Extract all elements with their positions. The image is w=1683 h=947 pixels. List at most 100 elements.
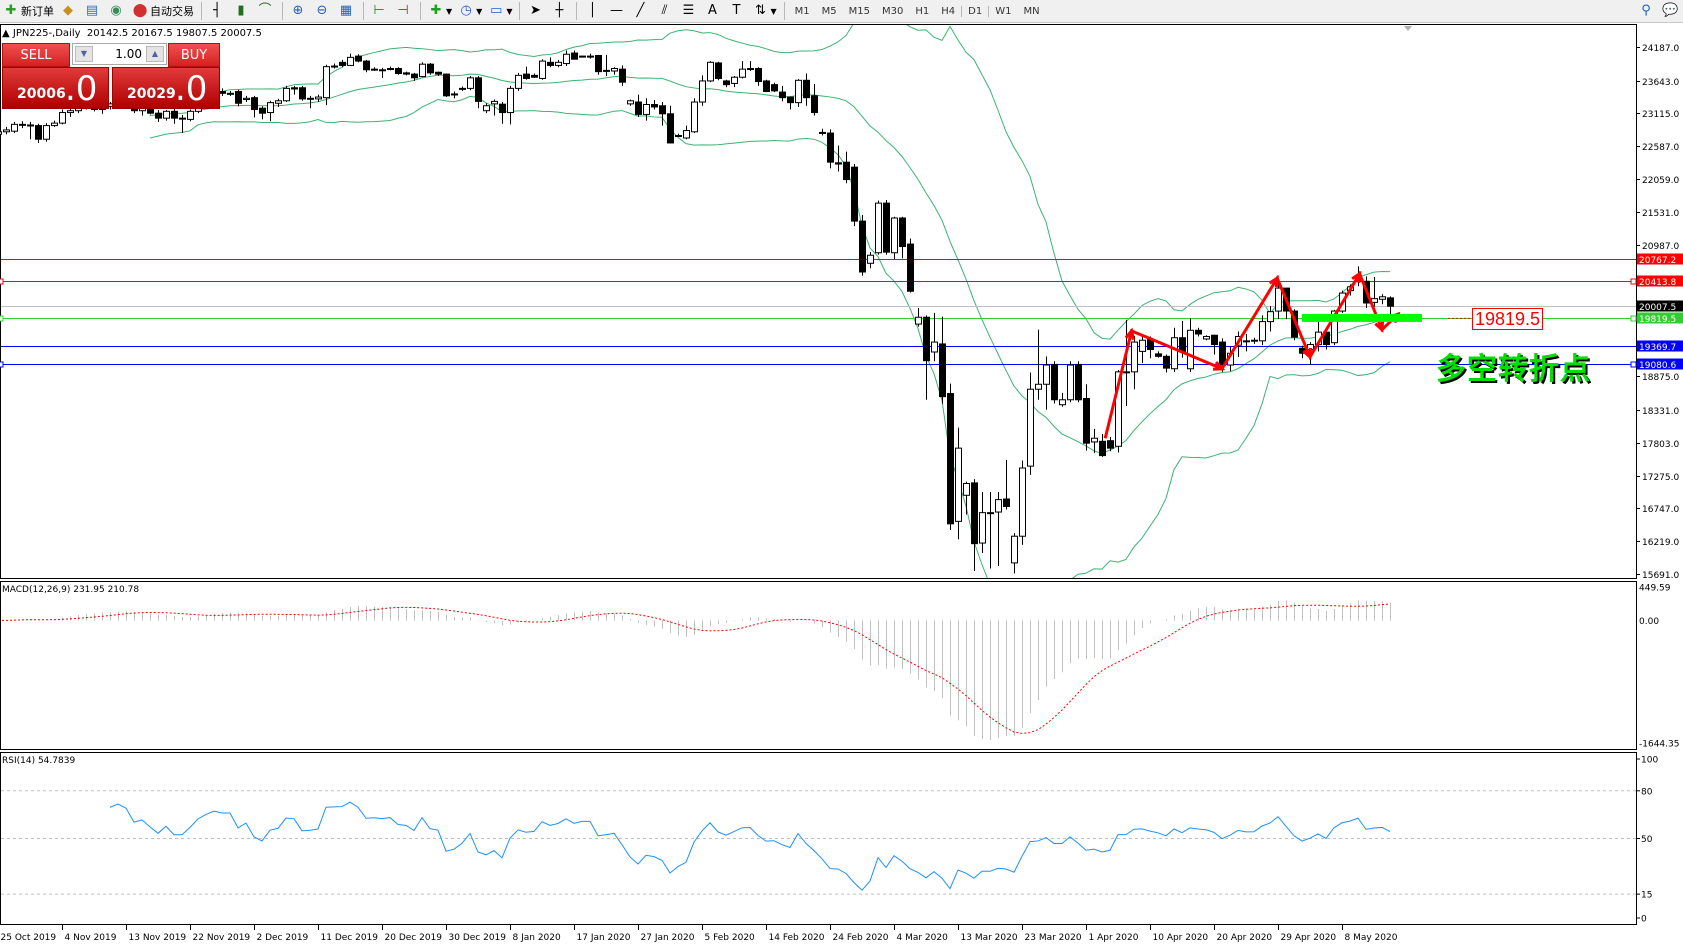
candle-body-bull xyxy=(51,122,58,127)
timeframe-w1[interactable]: W1 xyxy=(995,5,1012,17)
volume-increase-button[interactable]: ▲ xyxy=(146,46,164,62)
text-button[interactable]: A xyxy=(701,1,725,21)
crosshair-button[interactable]: ┼ xyxy=(548,1,572,21)
candle xyxy=(1195,327,1202,337)
auto-trading-button[interactable]: ⬤ 自动交易 xyxy=(129,1,197,21)
volume-value[interactable]: 1.00 xyxy=(115,47,142,61)
candle xyxy=(403,71,410,76)
templates-button[interactable]: ▭ ▼ xyxy=(485,1,515,21)
line-anchor-handle[interactable] xyxy=(1630,315,1637,322)
market-watch-button[interactable]: ▤ xyxy=(81,1,105,21)
chart-shift-button[interactable]: ⊢ xyxy=(368,1,392,21)
volume-input[interactable]: ▼ 1.00 ▲ xyxy=(72,43,167,65)
support-zone-bar[interactable] xyxy=(1302,313,1422,322)
candle-body-bull xyxy=(539,60,546,79)
ohlc-readout: 20142.5 20167.5 19807.5 20007.5 xyxy=(86,28,262,39)
fibonacci-button[interactable]: ☰ xyxy=(677,1,701,21)
bollinger-upper-band xyxy=(149,25,1391,340)
candle xyxy=(491,99,498,116)
candle-body-bear xyxy=(851,166,858,222)
candle-body-bear xyxy=(763,80,770,92)
candle xyxy=(739,61,746,79)
candle-body-bear xyxy=(939,343,946,398)
x-tick-label: 20 Dec 2019 xyxy=(385,933,443,943)
history-button[interactable]: ◆ xyxy=(57,1,81,21)
vertical-line-button[interactable]: │ xyxy=(581,1,605,21)
zoom-in-button[interactable]: ⊕ xyxy=(287,1,311,21)
candle xyxy=(427,62,434,75)
buy-button[interactable]: BUY xyxy=(168,43,220,67)
candle xyxy=(971,479,978,571)
zoom-in-icon: ⊕ xyxy=(292,3,304,18)
tile-windows-button[interactable]: ▦ xyxy=(335,1,359,21)
candle-body-bull xyxy=(731,76,738,84)
timeframe-d1[interactable]: D1 xyxy=(961,5,990,17)
periods-button[interactable]: ◷ ▼ xyxy=(455,1,485,21)
line-anchor-handle[interactable] xyxy=(1630,361,1637,368)
horizontal-line-button[interactable]: — xyxy=(605,1,629,21)
volume-decrease-button[interactable]: ▼ xyxy=(75,46,93,62)
line-anchor-handle[interactable] xyxy=(0,361,4,368)
line-anchor-handle[interactable] xyxy=(0,315,4,322)
signals-button[interactable]: ◉ xyxy=(105,1,129,21)
new-order-button[interactable]: ✚ 新订单 xyxy=(0,1,57,21)
candle xyxy=(67,108,74,117)
candle xyxy=(875,200,882,255)
candle xyxy=(867,252,874,269)
candle xyxy=(35,123,42,143)
autoscroll-button[interactable]: ⊣ xyxy=(392,1,416,21)
zigzag-arrow-path[interactable] xyxy=(1103,270,1400,439)
indicators-button[interactable]: ✚ ▼ xyxy=(425,1,455,21)
level-price-label[interactable]: 19819.5 xyxy=(1472,308,1544,330)
line-anchor-handle[interactable] xyxy=(0,278,4,285)
candle xyxy=(11,121,18,134)
sell-button[interactable]: SELL xyxy=(2,43,70,67)
chart-shift-marker[interactable] xyxy=(1404,26,1412,31)
line-anchor-handle[interactable] xyxy=(1630,278,1637,285)
timeframe-m30[interactable]: M30 xyxy=(881,5,904,17)
arrows-button[interactable]: ⇅ ▼ xyxy=(749,1,779,21)
turning-point-text[interactable]: 多空转折点 xyxy=(1436,352,1591,387)
candle xyxy=(707,61,714,83)
timeframe-m15[interactable]: M15 xyxy=(848,5,870,17)
bar-chart-button[interactable]: ┤ xyxy=(206,1,230,21)
chat-button[interactable]: 💬 xyxy=(1659,1,1683,21)
x-tick-label: 24 Feb 2020 xyxy=(833,933,889,943)
candle-body-bull xyxy=(1067,364,1074,401)
timeframe-m1[interactable]: M1 xyxy=(794,5,810,17)
bar-chart-icon: ┤ xyxy=(213,3,221,18)
equidistant-channel-button[interactable]: ⫽ xyxy=(653,1,677,21)
annotations[interactable] xyxy=(1103,270,1472,439)
candle xyxy=(451,91,458,99)
candle xyxy=(363,59,370,73)
candle-body-bull xyxy=(307,97,314,100)
trendline-button[interactable]: ╱ xyxy=(629,1,653,21)
candle-body-bull xyxy=(275,100,282,104)
x-tick-label: 20 Apr 2020 xyxy=(1217,933,1273,943)
toolbar-separator xyxy=(783,2,785,20)
collapse-triangle-icon[interactable]: ▲ xyxy=(2,28,10,39)
candle-body-bull xyxy=(987,512,994,515)
candle-body-bear xyxy=(835,162,842,165)
timeframe-h4[interactable]: H4 xyxy=(941,5,956,17)
zoom-out-button[interactable]: ⊖ xyxy=(311,1,335,21)
line-chart-button[interactable]: ⌒ xyxy=(254,1,278,21)
sell-price-button[interactable]: 20006 .0 xyxy=(2,67,109,109)
candle xyxy=(947,383,954,531)
cursor-button[interactable]: ➤ xyxy=(524,1,548,21)
search-button[interactable]: ⚲ xyxy=(1635,1,1659,21)
buy-price-button[interactable]: 20029 .0 xyxy=(112,67,220,109)
timeframe-m5[interactable]: M5 xyxy=(821,5,837,17)
text-label-button[interactable]: T xyxy=(725,1,749,21)
timeframe-h1[interactable]: H1 xyxy=(915,5,930,17)
history-icon: ◆ xyxy=(63,3,73,18)
candle xyxy=(827,129,834,169)
candle-body-bear xyxy=(619,68,626,83)
candle-body-bear xyxy=(1099,440,1106,457)
candlestick-button[interactable]: ▮ xyxy=(230,1,254,21)
candle xyxy=(1011,533,1018,574)
candle xyxy=(747,61,754,72)
timeframe-mn[interactable]: MN xyxy=(1023,5,1040,17)
candle-body-bull xyxy=(371,68,378,71)
